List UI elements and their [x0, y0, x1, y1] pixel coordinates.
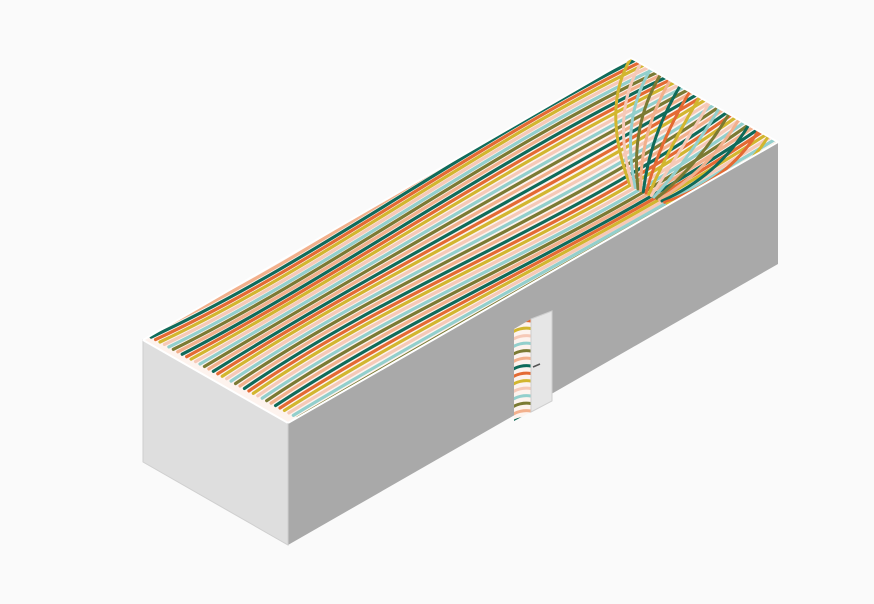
doorway-stripe — [514, 356, 531, 365]
mural-stripe — [291, 138, 777, 417]
mural-stripe — [153, 58, 646, 342]
doorway-stripe — [514, 341, 531, 350]
mural-corner-stripe — [641, 84, 682, 194]
mural-stripe — [167, 66, 659, 349]
mural-stripe — [149, 58, 642, 339]
doorway-stripe — [514, 334, 531, 343]
mural-corner-stripe — [655, 112, 731, 200]
open-door-leaf — [530, 310, 553, 413]
mural-corner-stripe — [634, 73, 662, 191]
mural-corner-stripe — [652, 106, 721, 199]
mural-stripe — [158, 61, 650, 344]
mural-corner-stripe — [663, 129, 760, 204]
mural-stripe — [207, 89, 697, 371]
mural-stripe — [180, 74, 671, 356]
mural-stripe — [185, 76, 675, 359]
mural-stripe — [260, 120, 747, 400]
mural-stripe — [171, 69, 663, 351]
mural-stripe — [242, 109, 730, 391]
doorway-stripe — [514, 349, 531, 358]
mural-stripe — [225, 99, 713, 381]
mural-corner-stripe — [639, 78, 672, 192]
mural-corner-stripe — [621, 62, 643, 188]
doorway-stripe — [514, 379, 531, 388]
mural-stripe — [251, 115, 739, 395]
doorway-stripe — [514, 386, 531, 395]
mural-stripe — [238, 107, 726, 388]
doorway-stripe — [514, 416, 531, 421]
mural-corner-stripe — [614, 58, 633, 187]
doorway-stripe — [514, 371, 531, 380]
mural-corner-stripe — [657, 118, 741, 202]
doorway-stripe — [514, 394, 531, 403]
mural-stripe — [198, 84, 688, 366]
top-rim-edge — [142, 56, 781, 425]
doorway-stripe — [514, 409, 531, 418]
mural-stripe — [216, 94, 705, 376]
mural-stripe — [176, 71, 667, 354]
mural-corner-stripe — [660, 123, 751, 203]
mural-stripe — [193, 81, 684, 364]
mural-stripe — [273, 127, 760, 408]
mural-corner-stripe — [649, 101, 711, 198]
mural-stripe — [202, 86, 692, 369]
mural-stripe — [162, 63, 654, 347]
mural-stripe — [189, 79, 680, 361]
doorway-stripe — [514, 401, 531, 410]
mural-corner-stripe — [647, 95, 702, 196]
mural-stripe — [282, 132, 768, 413]
mural-corner-stripe — [644, 90, 692, 195]
doorway-stripe — [514, 364, 531, 373]
doorway-stripe — [514, 326, 531, 335]
mural-corner-stripe — [628, 67, 653, 190]
door-handle — [532, 363, 541, 368]
mural-stripe — [229, 102, 718, 383]
mural-stripe — [265, 122, 751, 403]
